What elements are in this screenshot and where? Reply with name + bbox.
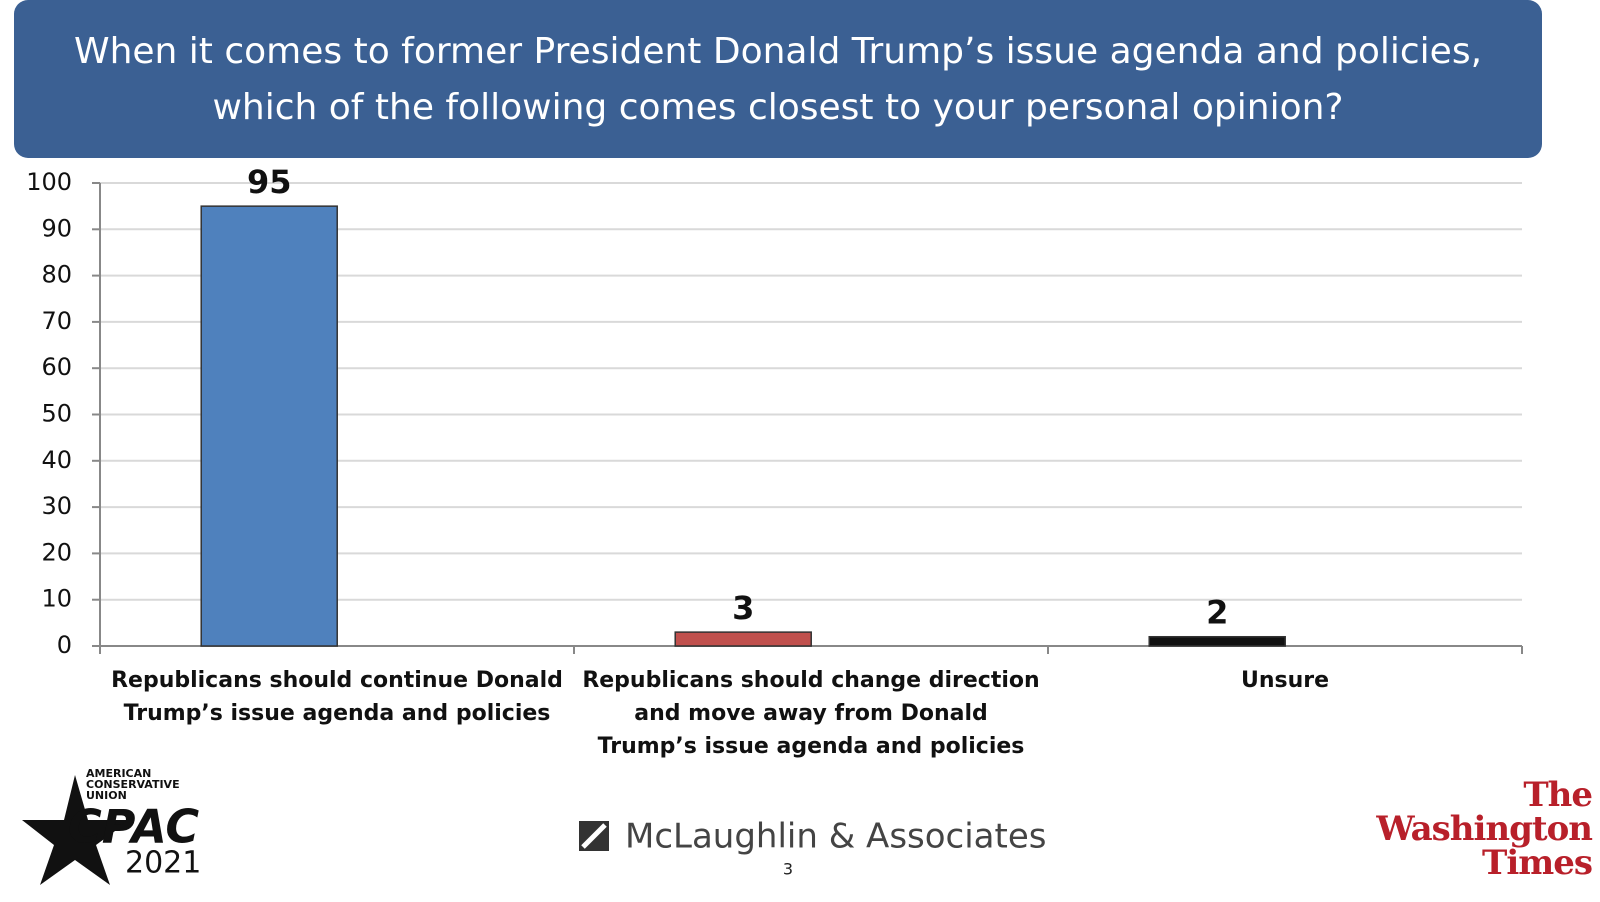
y-tick-label: 100 (26, 168, 72, 196)
y-tick-label: 30 (41, 492, 72, 520)
x-tick-label-box: Unsure (1240, 668, 1330, 693)
title-banner (14, 0, 1542, 158)
x-tick-label: Republicans should continue Donald Trump… (111, 668, 563, 726)
y-tick-label: 20 (41, 538, 72, 566)
cpac: CPAC (68, 800, 199, 854)
cpac-star (22, 775, 130, 885)
cpac-org-text: AMERICAN CONSERVATIVE UNION (86, 768, 180, 802)
newspaper: The Washington Times (1376, 778, 1593, 883)
x-tick-label: Unsure (1240, 668, 1330, 693)
bar (674, 631, 812, 647)
cpac-org-box: AMERICAN CONSERVATIVE UNION (86, 768, 180, 802)
cpac-year: 2021 (125, 846, 201, 881)
data-label: 2 (1206, 594, 1228, 632)
chart-title: When it comes to former President Donald… (73, 31, 1483, 128)
y-tick-label: 80 (41, 261, 72, 289)
data-label: 95 (247, 163, 292, 201)
x-tick-label-box: Republicans should change direction and … (582, 668, 1040, 759)
newspaper-box: The Washington Times (1376, 778, 1593, 883)
y-tick-label: 50 (41, 400, 72, 428)
pollster-icon-slash (581, 823, 607, 849)
y-tick-label: 90 (41, 214, 72, 242)
page-number: 3 (783, 860, 793, 879)
bar (1148, 635, 1286, 647)
x-tick-label-box: Republicans should continue Donald Trump… (111, 668, 563, 726)
bar (200, 205, 338, 647)
y-tick-label: 40 (41, 446, 72, 474)
y-tick-label: 10 (41, 585, 72, 613)
y-tick-label: 60 (41, 353, 72, 381)
pollster: McLaughlin & Associates (625, 817, 1046, 857)
title-box: When it comes to former President Donald… (73, 31, 1483, 128)
x-tick-label: Republicans should change direction and … (582, 668, 1040, 759)
y-tick-label: 0 (57, 631, 72, 659)
data-label: 3 (732, 589, 754, 627)
y-tick-label: 70 (41, 307, 72, 335)
